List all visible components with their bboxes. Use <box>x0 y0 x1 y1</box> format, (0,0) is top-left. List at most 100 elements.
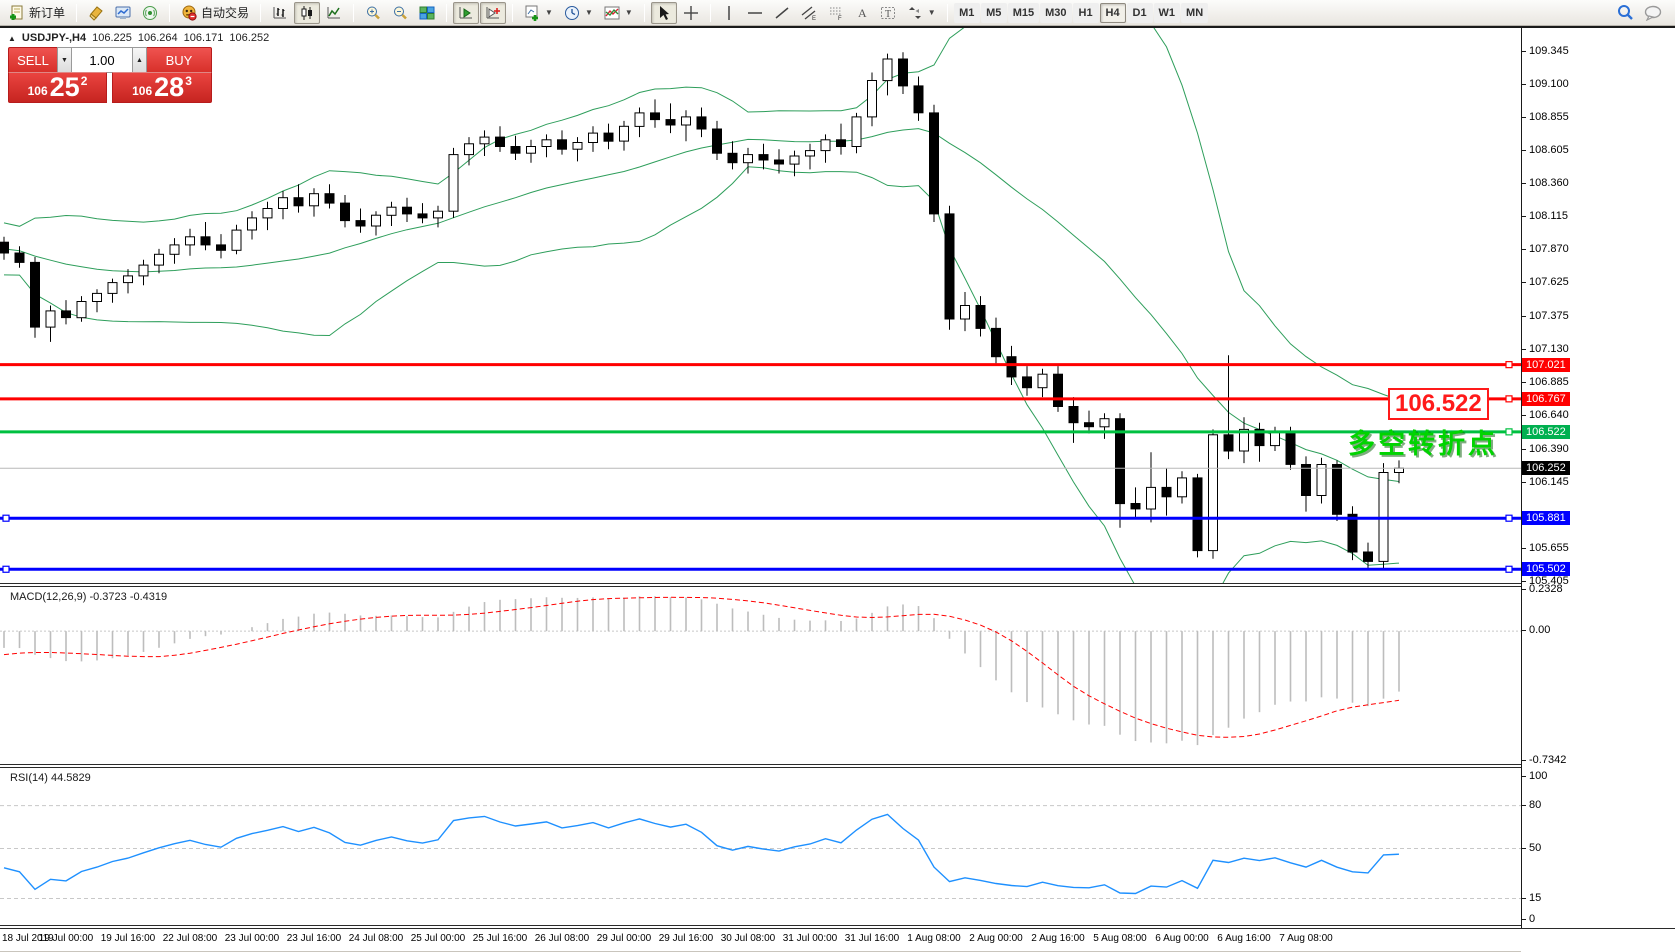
text-tool-button[interactable]: A <box>850 2 874 24</box>
fibonacci-icon: F <box>829 7 842 21</box>
vertical-line-tool-button[interactable] <box>717 2 741 24</box>
arrows-tool-button[interactable]: ▼ <box>902 2 941 24</box>
main-price-chart[interactable] <box>0 28 1521 583</box>
timeframe-w1-button[interactable]: W1 <box>1153 2 1181 23</box>
channel-tool-button[interactable]: E <box>796 2 822 24</box>
zoom-out-button[interactable] <box>387 2 413 24</box>
buy-price-display[interactable]: 106 28 3 <box>112 72 212 103</box>
sell-price-pip: 2 <box>80 74 88 88</box>
chart-shift-icon <box>486 6 501 18</box>
fibonacci-tool-button[interactable]: F <box>823 2 849 24</box>
toolbar-separator <box>76 3 78 22</box>
bar-chart-mode-button[interactable] <box>267 2 293 24</box>
vertical-line-icon <box>728 5 730 20</box>
new-order-button[interactable]: 新订单 <box>4 2 70 24</box>
new-chart-button[interactable]: ▼ <box>519 2 558 24</box>
turning-point-annotation[interactable]: 多空转折点 <box>1348 429 1498 459</box>
cursor-tool-button[interactable] <box>650 1 677 24</box>
horizontal-line-tool-button[interactable] <box>742 2 768 24</box>
auto-scroll-button[interactable] <box>453 1 480 24</box>
time-axis-label: 19 Jul 00:00 <box>38 933 94 944</box>
panel-separator[interactable] <box>0 764 1675 768</box>
horizontal-line-icon <box>747 11 762 14</box>
price-tick-label: 105.405 <box>1522 575 1569 588</box>
time-axis[interactable]: 18 Jul 2019 19 Jul 00:00 19 Jul 16:00 22 Ju… <box>0 928 1675 952</box>
price-level-tag[interactable]: 105.502 <box>1522 562 1570 577</box>
volume-increase-button[interactable]: ▲ <box>132 47 147 73</box>
timeframe-m15-button[interactable]: M15 <box>1007 2 1040 23</box>
dropdown-caret-icon: ▼ <box>584 8 593 17</box>
volume-decrease-button[interactable]: ▼ <box>57 47 72 73</box>
price-level-tag[interactable]: 106.252 <box>1522 461 1570 476</box>
svg-text:E: E <box>812 16 816 21</box>
line-chart-mode-button[interactable] <box>321 2 347 24</box>
panel-separator <box>0 925 1675 928</box>
buy-button[interactable]: BUY <box>147 47 212 73</box>
time-axis-label: 2 Aug 00:00 <box>969 933 1023 944</box>
price-level-tag[interactable]: 107.021 <box>1522 357 1570 372</box>
timeframe-m5-button[interactable]: M5 <box>980 2 1007 23</box>
tile-windows-button[interactable] <box>414 2 440 24</box>
macd-label: MACD(12,26,9) -0.3723 -0.4319 <box>10 591 168 603</box>
time-axis-label: 31 Jul 00:00 <box>782 933 838 944</box>
symbol-ohlc-line: ▲ USDJPY-,H4 106.225 106.264 106.171 106… <box>8 32 269 44</box>
autotrading-label: 自动交易 <box>201 6 250 20</box>
time-axis-label: 1 Aug 08:00 <box>907 933 961 944</box>
macd-indicator-panel[interactable] <box>0 587 1521 764</box>
timeframe-m1-button[interactable]: M1 <box>953 2 980 23</box>
indicators-button[interactable]: ▼ <box>599 2 638 24</box>
toolbar-separator <box>260 3 262 22</box>
rsi-indicator-panel[interactable] <box>0 768 1521 925</box>
buy-price-pip: 3 <box>185 74 192 88</box>
price-tick-label: 107.130 <box>1522 342 1569 355</box>
signals-button[interactable] <box>137 2 163 24</box>
text-label-tool-button[interactable]: T <box>875 2 901 24</box>
chat-icon[interactable] <box>1644 5 1663 21</box>
chart-shift-button[interactable] <box>480 1 507 24</box>
price-axis[interactable]: 109.345 109.100 108.855 108.605 108.360 108.1… <box>1521 28 1675 928</box>
macd-tick-label: -0.7342 <box>1521 754 1567 766</box>
price-level-tag[interactable]: 106.522 <box>1522 424 1570 439</box>
svg-text:T: T <box>885 9 891 20</box>
price-annotation-box[interactable]: 106.522 <box>1388 388 1489 420</box>
trendline-icon <box>775 6 789 19</box>
price-tick-label: 108.855 <box>1522 110 1569 123</box>
time-axis-label: 7 Aug 08:00 <box>1279 933 1333 944</box>
timeframe-h1-button[interactable]: H1 <box>1072 2 1099 23</box>
price-tick-label: 108.360 <box>1522 177 1569 190</box>
timeframe-h4-button[interactable]: H4 <box>1099 2 1126 23</box>
new-order-icon <box>10 5 23 20</box>
trendline-tool-button[interactable] <box>769 2 795 24</box>
crosshair-tool-button[interactable] <box>678 2 704 24</box>
market-watch-button[interactable] <box>110 2 136 24</box>
autotrading-button[interactable]: 自动交易 <box>176 2 254 24</box>
candlestick-mode-button[interactable] <box>294 1 321 24</box>
price-level-tag[interactable]: 106.767 <box>1522 391 1570 406</box>
panel-separator[interactable] <box>0 583 1675 587</box>
price-level-tag[interactable]: 105.881 <box>1522 511 1570 526</box>
timeframe-m30-button[interactable]: M30 <box>1040 2 1072 23</box>
one-click-collapse-icon[interactable]: ▲ <box>8 33 16 43</box>
time-axis-label: 23 Jul 16:00 <box>286 933 342 944</box>
autotrade-robot-icon <box>182 5 197 21</box>
cursor-icon <box>659 5 669 20</box>
chart-window: 109.345 109.100 108.855 108.605 108.360 108.1… <box>0 26 1675 952</box>
time-axis-label: 24 Jul 08:00 <box>348 933 404 944</box>
time-axis-label: 23 Jul 00:00 <box>224 933 280 944</box>
eraser-icon <box>89 5 103 21</box>
time-axis-label: 19 Jul 16:00 <box>100 933 156 944</box>
periods-button[interactable]: ▼ <box>559 2 598 24</box>
rsi-tick-label: 50 <box>1521 841 1542 854</box>
styler-button[interactable] <box>83 2 109 24</box>
timeframe-mn-button[interactable]: MN <box>1181 2 1209 23</box>
price-tick-label: 107.375 <box>1522 309 1569 322</box>
buy-price-prefix: 106 <box>132 84 153 98</box>
rsi-tick-label: 0 <box>1521 913 1536 925</box>
price-tick-label: 106.390 <box>1522 442 1569 455</box>
timeframe-d1-button[interactable]: D1 <box>1126 2 1153 23</box>
zoom-in-button[interactable] <box>360 2 386 24</box>
sell-button[interactable]: SELL <box>8 47 57 73</box>
search-icon[interactable] <box>1617 4 1634 21</box>
sell-price-display[interactable]: 106 25 2 <box>8 72 107 103</box>
volume-input[interactable]: 1.00 <box>72 47 132 73</box>
